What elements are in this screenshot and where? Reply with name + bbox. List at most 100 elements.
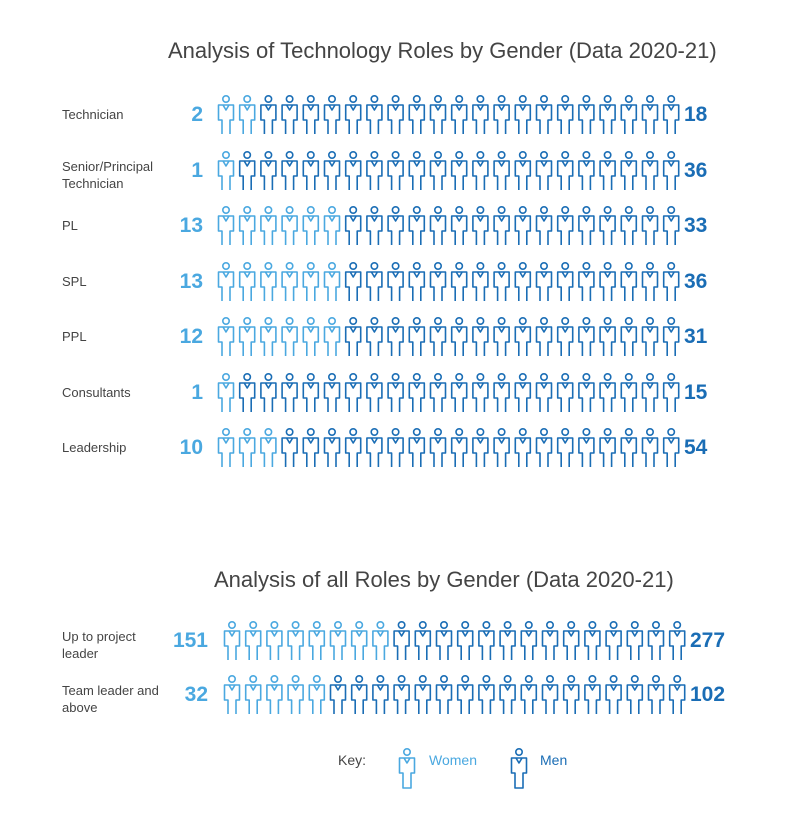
men-person-icon xyxy=(260,150,277,190)
men-person-icon xyxy=(556,427,574,467)
icon-row xyxy=(223,620,686,660)
men-person-icon xyxy=(641,95,659,134)
men-person-icon xyxy=(626,620,644,660)
men-person-icon xyxy=(599,206,616,245)
men-person-icon xyxy=(450,150,468,190)
women-person-icon xyxy=(287,674,304,714)
men-person-icon xyxy=(493,261,510,301)
men-person-icon xyxy=(514,150,532,190)
women-person-icon xyxy=(260,261,277,301)
icon-row xyxy=(217,427,680,467)
women-person-icon xyxy=(281,261,298,301)
key-women: Women xyxy=(429,752,477,768)
men-person-icon xyxy=(520,620,538,660)
icon-row xyxy=(217,150,680,190)
men-person-icon xyxy=(605,674,622,714)
men-person-icon xyxy=(541,620,559,660)
men-person-icon xyxy=(323,150,341,190)
men-count: 18 xyxy=(684,103,708,126)
men-person-icon xyxy=(641,316,659,356)
men-person-icon xyxy=(535,150,553,190)
men-person-icon xyxy=(535,372,553,412)
men-person-icon xyxy=(599,95,616,134)
men-person-icon xyxy=(499,620,516,660)
men-person-icon xyxy=(620,427,638,467)
men-person-icon xyxy=(493,150,510,190)
key-men: Men xyxy=(540,752,568,768)
men-person-icon xyxy=(599,150,616,190)
men-count: 36 xyxy=(684,158,708,182)
women-person-icon xyxy=(244,674,262,714)
men-count: 36 xyxy=(684,269,708,293)
men-person-icon xyxy=(344,427,362,467)
men-person-icon xyxy=(535,427,553,467)
men-person-icon xyxy=(662,261,680,301)
icon-row xyxy=(217,95,680,134)
men-person-icon xyxy=(556,261,574,301)
men-person-icon xyxy=(472,206,489,245)
women-person-icon xyxy=(372,620,389,660)
women-person-icon xyxy=(260,427,277,467)
men-person-icon xyxy=(366,316,383,356)
women-person-icon xyxy=(350,620,368,660)
men-person-icon xyxy=(472,150,489,190)
women-person-icon xyxy=(238,206,256,245)
men-person-icon xyxy=(366,261,383,301)
men-person-icon xyxy=(647,674,665,714)
women-person-icon xyxy=(260,206,277,245)
men-person-icon xyxy=(662,150,680,190)
men-person-icon xyxy=(366,372,383,412)
men-person-icon xyxy=(323,95,341,134)
men-person-icon xyxy=(281,150,298,190)
men-person-icon xyxy=(429,95,447,134)
men-person-icon xyxy=(620,316,638,356)
men-person-icon xyxy=(641,206,659,245)
women-count: 13 xyxy=(179,214,203,237)
men-person-icon xyxy=(556,316,574,356)
men-person-icon xyxy=(344,150,362,190)
men-person-icon xyxy=(514,427,532,467)
men-person-icon xyxy=(302,372,320,412)
women-person-icon xyxy=(238,95,256,134)
women-person-icon xyxy=(323,206,341,245)
men-person-icon xyxy=(584,674,601,714)
men-person-icon xyxy=(387,372,404,412)
women-person-icon xyxy=(266,674,283,714)
men-person-icon xyxy=(556,150,574,190)
men-person-icon xyxy=(450,372,468,412)
men-person-icon xyxy=(620,372,638,412)
women-person-icon xyxy=(244,620,262,660)
women-person-icon xyxy=(238,316,256,356)
men-person-icon xyxy=(514,206,532,245)
men-person-icon xyxy=(429,316,447,356)
category-label: PPL xyxy=(62,329,87,344)
men-person-icon xyxy=(493,427,510,467)
men-person-icon xyxy=(599,261,616,301)
women-count: 1 xyxy=(191,380,203,404)
women-count: 2 xyxy=(191,103,203,126)
women-person-icon xyxy=(266,620,283,660)
women-person-icon xyxy=(329,620,347,660)
men-person-icon xyxy=(641,427,659,467)
men-person-icon xyxy=(578,261,595,301)
men-person-icon xyxy=(366,95,383,134)
men-person-icon xyxy=(472,95,489,134)
men-person-icon xyxy=(408,95,426,134)
women-person-icon xyxy=(323,261,341,301)
men-person-icon xyxy=(350,674,368,714)
women-person-icon xyxy=(302,206,320,245)
category-label: Technician xyxy=(62,107,124,122)
men-person-icon xyxy=(393,674,410,714)
men-person-icon xyxy=(472,261,489,301)
women-count: 10 xyxy=(179,436,203,459)
category-label: Leadership xyxy=(62,440,127,455)
men-person-icon xyxy=(323,372,341,412)
men-person-icon xyxy=(408,316,426,356)
women-person-icon xyxy=(217,95,235,134)
category-label: PL xyxy=(62,218,78,233)
men-person-icon xyxy=(578,206,595,245)
icon-row xyxy=(217,316,680,356)
men-person-icon xyxy=(408,427,426,467)
men-person-icon xyxy=(260,372,277,412)
chart-title: Analysis of Technology Roles by Gender (… xyxy=(168,38,717,63)
